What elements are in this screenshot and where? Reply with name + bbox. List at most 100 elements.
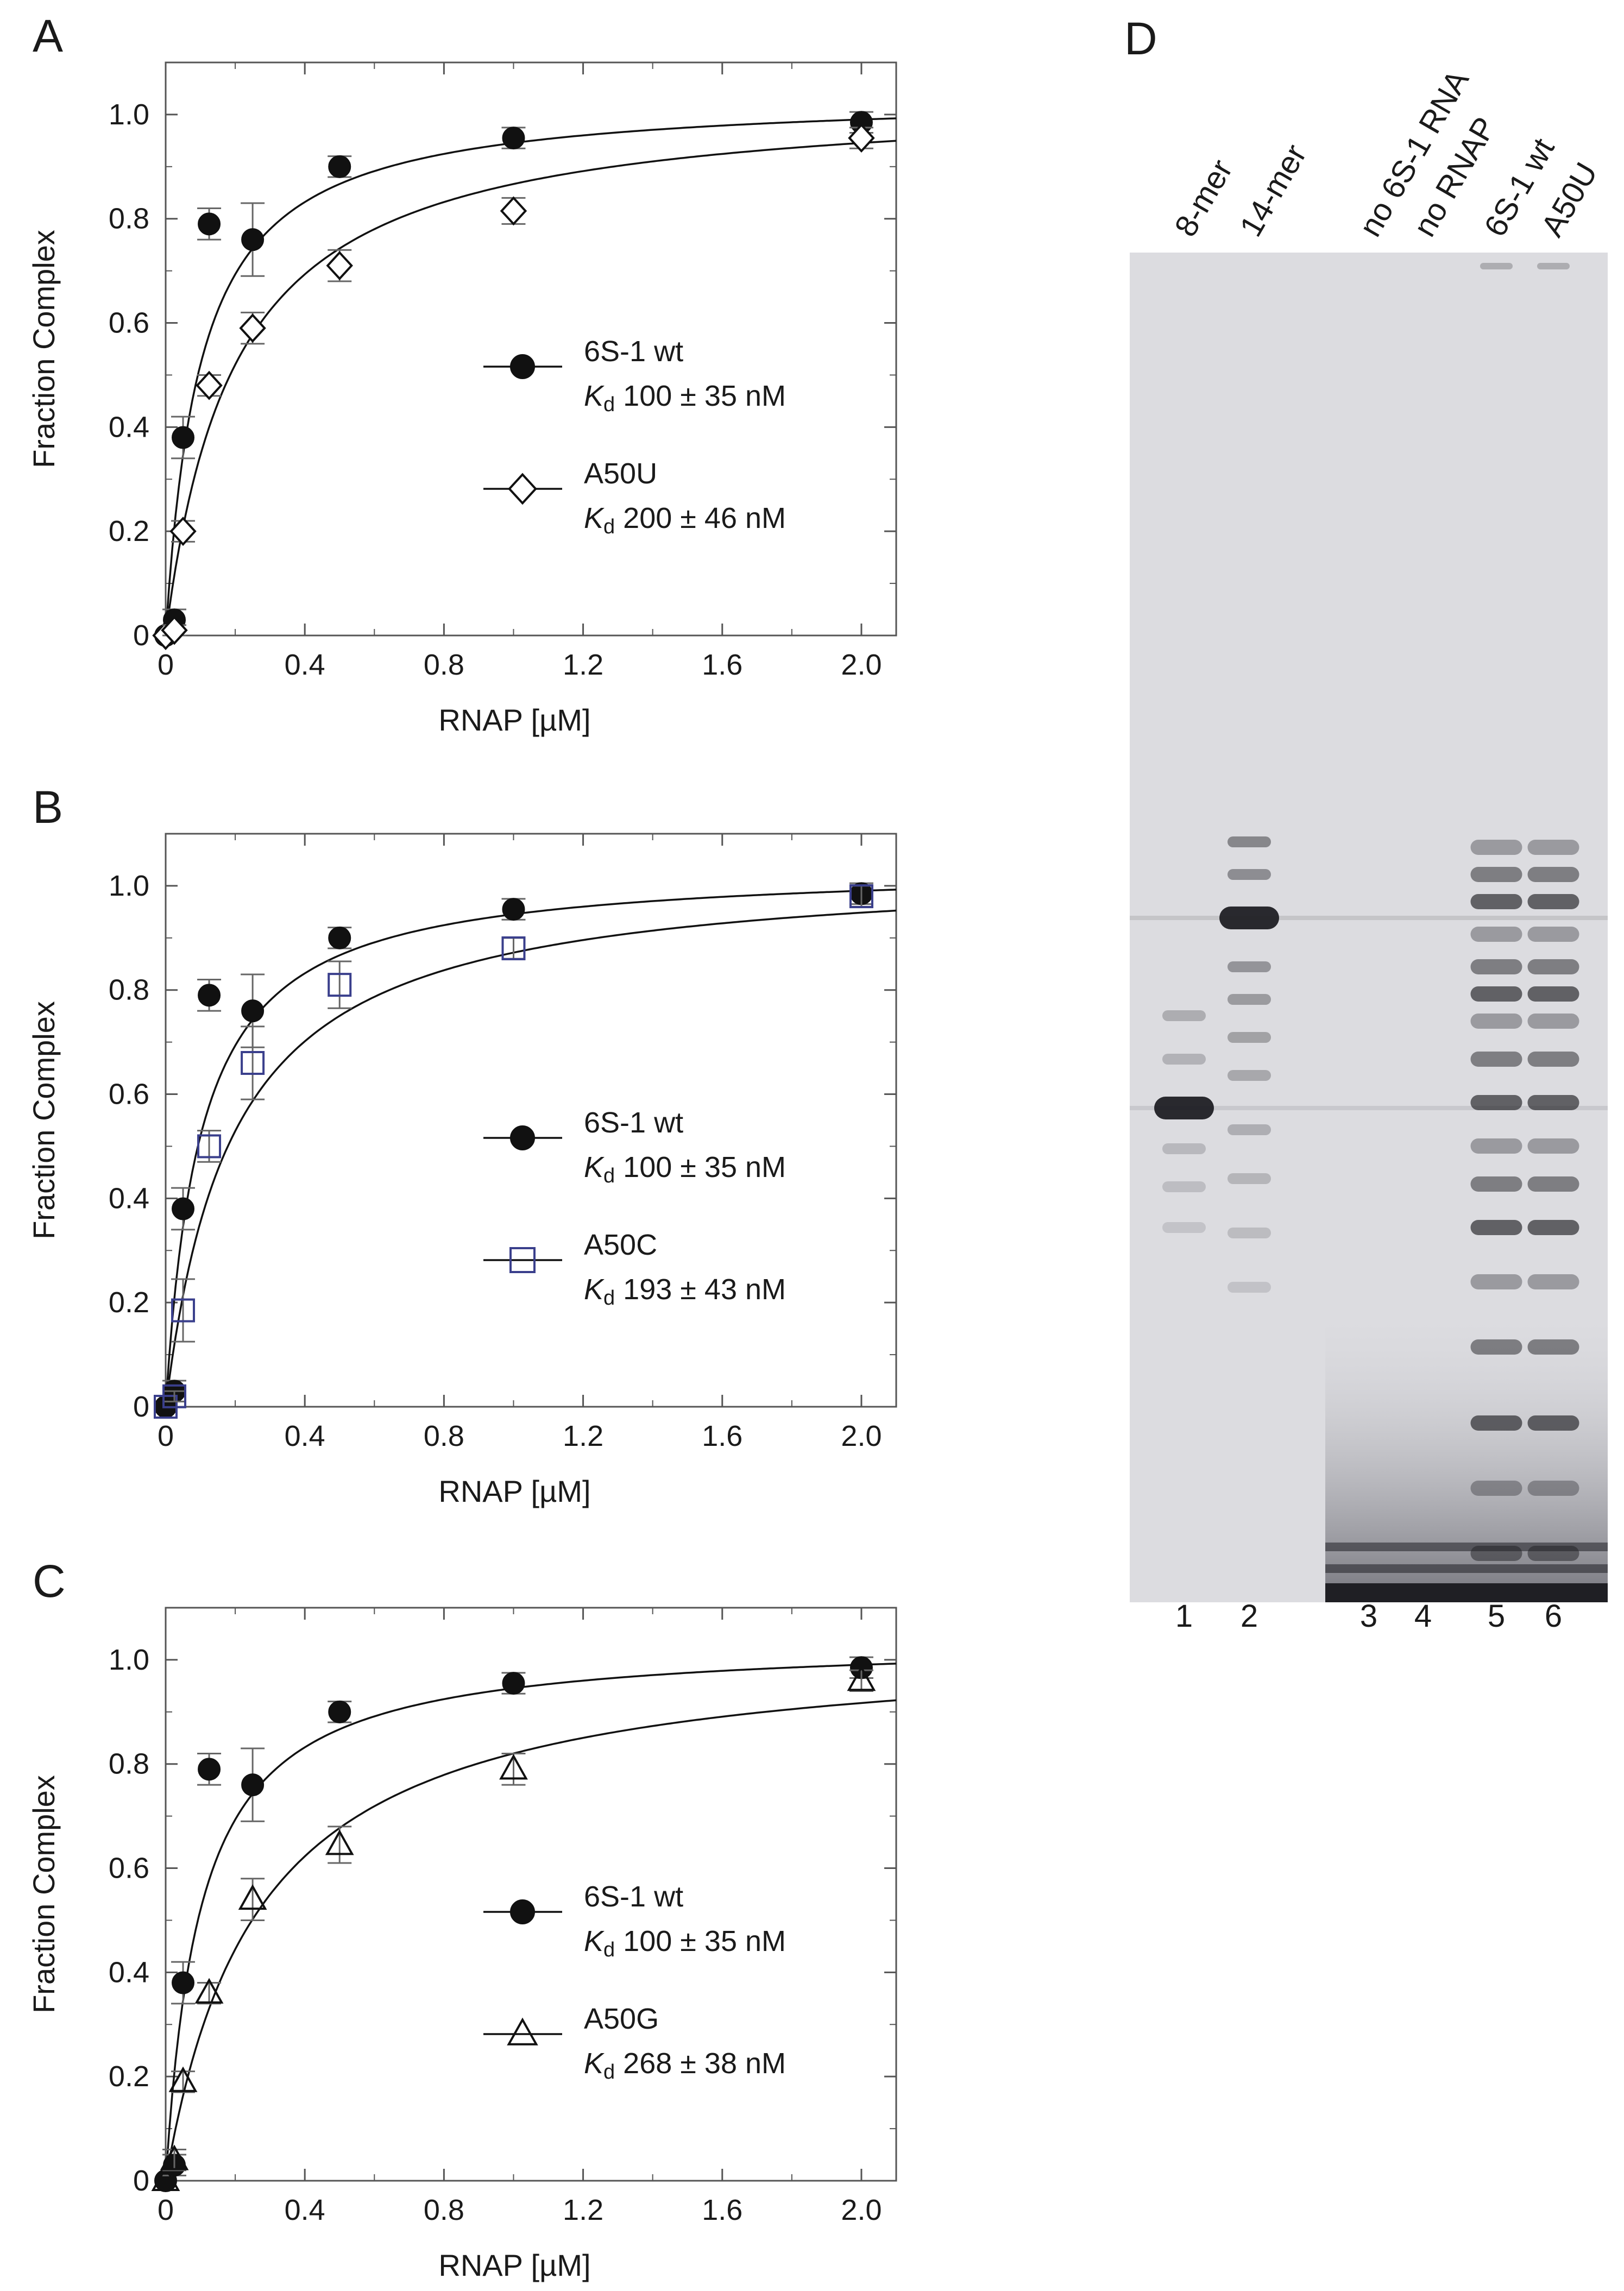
gel-band (1228, 1032, 1271, 1043)
gel-band (1228, 1070, 1271, 1081)
marker-open-triangle (325, 1829, 354, 1855)
marker-open-triangle (151, 2165, 180, 2191)
gel-band (1228, 994, 1271, 1005)
panel-letter: B (33, 782, 63, 833)
x-tick-label: 1.2 (563, 1420, 603, 1452)
gel-band-ladder (1470, 1220, 1522, 1235)
kd-value: 100 ± 35 nM (615, 1925, 786, 1958)
legend-kd: Kd 100 ± 35 nM (584, 1925, 786, 1961)
x-axis-label: RNAP [µM] (438, 1474, 590, 1508)
marker-open-square (171, 1298, 196, 1323)
gel-band (1228, 869, 1271, 880)
kd-symbol: K (584, 502, 605, 534)
kd-value: 200 ± 46 nM (615, 502, 786, 534)
fit-curve (165, 889, 897, 1407)
gel-band (1228, 1282, 1271, 1293)
gel-lane-number: 6 (1545, 1598, 1562, 1629)
kd-subscript: d (603, 1165, 615, 1187)
marker-open-triangle (847, 1665, 876, 1691)
gel-front-band (1325, 1543, 1608, 1551)
x-tick-label: 1.6 (702, 649, 742, 681)
y-tick-label: 0.6 (109, 1078, 149, 1111)
kd-symbol: K (584, 1151, 605, 1184)
gel-band-ladder (1527, 1095, 1579, 1110)
kd-subscript: d (603, 515, 615, 538)
gel-lane-number: 5 (1488, 1598, 1505, 1629)
gel-band (1162, 1010, 1206, 1021)
gel-lane-label: 8-mer (1168, 154, 1239, 243)
marker-filled-circle (172, 1197, 195, 1220)
kd-symbol: K (584, 2047, 605, 2080)
y-tick-label: 0.2 (109, 2060, 149, 2093)
y-tick-label: 1.0 (109, 870, 149, 902)
y-tick-label: 0.6 (109, 307, 149, 339)
gel-well (1537, 263, 1570, 269)
gel-band (1228, 1228, 1271, 1238)
marker-open-square (197, 1134, 222, 1159)
fit-curve (165, 1663, 897, 2181)
x-tick-label: 2.0 (841, 2194, 882, 2226)
marker-open-triangle (194, 1978, 224, 2004)
marker-open-triangle (168, 2066, 198, 2092)
marker-open-triangle (507, 2017, 538, 2045)
gel-band (1162, 1181, 1206, 1192)
marker-filled-circle (510, 354, 535, 379)
y-tick-label: 1.0 (109, 98, 149, 131)
x-axis-label: RNAP [µM] (438, 2248, 590, 2282)
marker-filled-circle (502, 1672, 525, 1695)
gel-band-ladder (1527, 927, 1579, 942)
legend: 6S-1 wt Kd 100 ± 35 nM A50U Kd 200 ± 46 nM (483, 335, 786, 538)
gel-band-ladder (1470, 1339, 1522, 1355)
marker-open-square (501, 936, 526, 960)
marker-open-square (849, 884, 873, 909)
y-tick-label: 0 (133, 1390, 149, 1423)
gel-band (1162, 1054, 1206, 1065)
gel-lane-number: 3 (1360, 1598, 1377, 1629)
marker-filled-circle (241, 999, 265, 1023)
marker-open-diamond (508, 473, 537, 505)
legend-series-name: 6S-1 wt (584, 1880, 683, 1913)
kd-subscript: d (603, 2061, 615, 2084)
y-tick-label: 0.8 (109, 203, 149, 235)
y-tick-label: 0.6 (109, 1852, 149, 1885)
legend-series-name: 6S-1 wt (584, 1106, 683, 1139)
x-tick-label: 0 (158, 1420, 174, 1452)
gel-band (1162, 1222, 1206, 1233)
panel-letter: C (33, 1556, 66, 1607)
gel-band (1228, 1173, 1271, 1184)
x-tick-label: 2.0 (841, 1420, 882, 1452)
gel-lane-number: 1 (1175, 1598, 1193, 1629)
gel-band (1228, 836, 1271, 847)
y-axis-label: Fraction Complex (27, 230, 61, 468)
marker-open-diamond (169, 517, 197, 546)
gel-band-ladder (1527, 867, 1579, 882)
fit-curve (165, 909, 897, 1407)
marker-filled-circle (198, 984, 221, 1007)
kd-value: 268 ± 38 nM (615, 2047, 786, 2080)
marker-filled-circle (241, 228, 265, 251)
legend-series-name: A50U (584, 457, 657, 490)
marker-filled-circle (328, 155, 351, 178)
y-tick-label: 0.4 (109, 1182, 149, 1214)
marker-open-diamond (326, 251, 353, 281)
x-tick-label: 2.0 (841, 649, 882, 681)
x-tick-label: 0.4 (285, 649, 325, 681)
gel-band-ladder (1527, 840, 1579, 855)
binding-curve-panels: A 0 0.4 0.8 1.2 1.6 2.0 0 0.2 0.4 0.6 0.8 1.0 RNAP [µ… (27, 10, 897, 2282)
marker-filled-circle (172, 1971, 195, 1994)
panel-c: C 0 0.4 0.8 1.2 1.6 2.0 0 0.2 0.4 0.6 0.8 1.0 RNAP [µ… (27, 1556, 897, 2282)
gel-band-ladder (1527, 1339, 1579, 1355)
y-tick-label: 0.2 (109, 1286, 149, 1319)
y-tick-label: 0.4 (109, 1956, 149, 1988)
marker-filled-circle (328, 1700, 351, 1723)
x-tick-label: 1.2 (563, 2194, 603, 2226)
series-6s-1-wt (154, 1656, 873, 2192)
gel-band-8mer (1154, 1097, 1214, 1119)
gel-band-ladder (1527, 1415, 1579, 1431)
legend-series-name: A50C (584, 1229, 657, 1261)
legend-series-name: 6S-1 wt (584, 335, 683, 368)
x-tick-label: 0.8 (424, 2194, 464, 2226)
kd-subscript: d (603, 1287, 615, 1310)
gel-band-ladder (1470, 1138, 1522, 1154)
legend-kd: Kd 200 ± 46 nM (584, 502, 786, 538)
